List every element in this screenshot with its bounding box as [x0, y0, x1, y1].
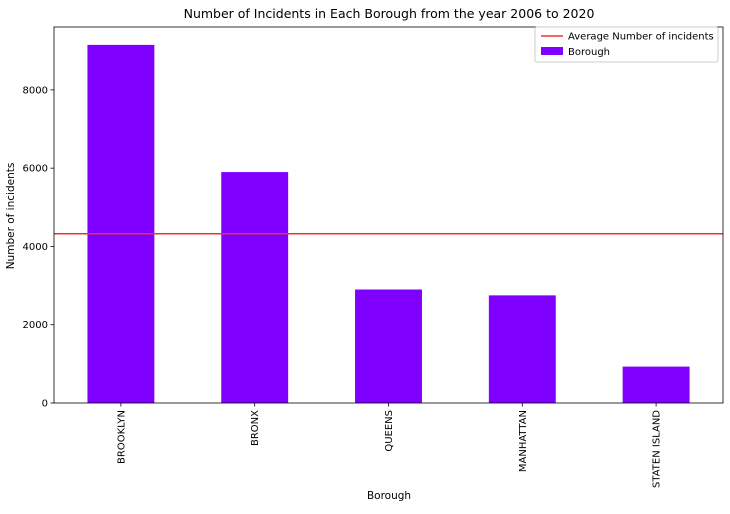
x-tick-label: BROOKLYN [116, 410, 127, 464]
legend-box [534, 26, 719, 63]
y-tick-label: 6000 [23, 164, 48, 175]
plot-frame [53, 26, 724, 404]
y-tick-label: 8000 [23, 85, 48, 96]
plot-area: BROOKLYN BRONX QUEENS MANHATTAN STATEN ISLAN… [23, 26, 724, 488]
legend-borough-swatch [541, 47, 563, 55]
legend-average-line-label: Average Number of incidents [568, 32, 714, 43]
chart-title: Number of Incidents in Each Borough from… [184, 6, 595, 21]
y-tick-label: 2000 [23, 320, 48, 331]
legend: Average Number of incidents Borough [534, 26, 719, 63]
y-axis-label: Number of incidents [5, 163, 17, 270]
x-tick-label: STATEN ISLAND [652, 410, 663, 488]
x-tick-label: QUEENS [384, 410, 395, 452]
legend-borough-label: Borough [568, 47, 610, 58]
x-axis-label: Borough [367, 490, 411, 502]
x-tick-label: MANHATTAN [518, 410, 529, 472]
bar-queens [355, 289, 422, 403]
bar-staten-island [622, 366, 690, 403]
y-tick-label: 4000 [23, 242, 48, 253]
bar-manhattan [488, 295, 556, 403]
bar-brooklyn [87, 44, 155, 403]
y-tick-label: 0 [42, 399, 48, 410]
x-tick-label: BRONX [250, 410, 261, 446]
bar-bronx [221, 172, 289, 403]
